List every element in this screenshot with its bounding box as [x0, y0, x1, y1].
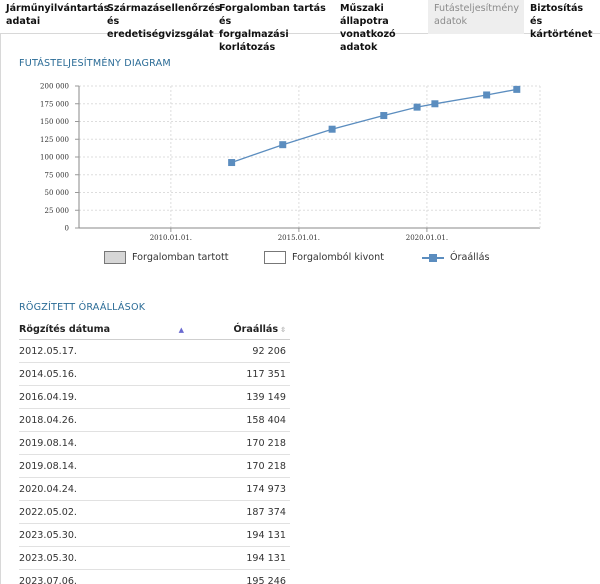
- legend-line-icon: [422, 251, 444, 264]
- tab-label: vonatkozó adatok: [340, 29, 396, 53]
- data-point: [279, 141, 287, 149]
- cell-date: 2019.08.14.: [19, 460, 77, 472]
- tab-label: Forgalomban tartás és: [219, 3, 326, 27]
- data-point: [228, 159, 236, 167]
- cell-date: 2018.04.26.: [19, 414, 77, 426]
- table-body: 2012.05.17. 92 206 2014.05.16. 117 351 2016.…: [19, 340, 290, 584]
- tab-biztositas[interactable]: Biztosítás és kártörténet: [524, 0, 600, 40]
- cell-date: 2016.04.19.: [19, 391, 77, 403]
- y-tick-label: 0: [65, 225, 69, 233]
- legend-label: Óraállás: [450, 251, 490, 263]
- tab-label: Futásteljesítmény: [434, 3, 520, 14]
- column-header-label: Óraállás: [233, 324, 279, 335]
- tab-muszaki-allapot[interactable]: Műszaki állapotra vonatkozó adatok: [334, 0, 428, 53]
- tab-label: Járműnyilvántartás: [6, 3, 110, 14]
- sort-icon: ⇳: [280, 326, 286, 334]
- table-row: 2016.04.19. 139 149: [19, 386, 290, 409]
- series-line-oraallas: [231, 88, 517, 164]
- data-point: [483, 91, 491, 99]
- legend-swatch: [104, 250, 126, 264]
- cell-mileage: 117 351: [246, 368, 286, 380]
- tab-forgalomban-tartas[interactable]: Forgalomban tartás és forgalmazási korlá…: [213, 0, 334, 53]
- y-tick-label: 200 000: [40, 83, 69, 91]
- data-point: [513, 85, 521, 93]
- y-tick-label: 75 000: [45, 171, 70, 179]
- tab-label: adatai: [6, 16, 41, 27]
- content-border: [0, 34, 1, 584]
- cell-mileage: 92 206: [252, 345, 286, 357]
- table-row: 2014.05.16. 117 351: [19, 363, 290, 386]
- cell-date: 2019.08.14.: [19, 437, 77, 449]
- cell-mileage: 158 404: [246, 414, 286, 426]
- tab-label: Műszaki állapotra: [340, 3, 389, 27]
- tab-bar: Járműnyilvántartás adatai Származásellen…: [0, 0, 600, 53]
- legend-label: Forgalomban tartott: [132, 251, 229, 263]
- column-header-date[interactable]: Rögzítés dátuma ▲: [19, 324, 184, 335]
- y-tick-label: 125 000: [40, 136, 69, 144]
- cell-mileage: 187 374: [246, 506, 286, 518]
- tab-szarmazasellenorzes[interactable]: Származásellenőrzés és eredetiségvizsgál…: [101, 0, 221, 40]
- cell-date: 2023.05.30.: [19, 552, 77, 564]
- column-header-mileage[interactable]: Óraállás ⇳: [184, 324, 290, 335]
- table-row: 2023.07.06. 195 246: [19, 570, 290, 584]
- legend-item-kivont: Forgalomból kivont: [264, 249, 384, 265]
- cell-mileage: 194 131: [246, 552, 286, 564]
- tab-label: adatok: [434, 16, 468, 27]
- chart-section-title: FUTÁSTELJESÍTMÉNY DIAGRAM: [19, 58, 171, 69]
- data-point: [413, 103, 421, 111]
- x-tick-label: 2015.01.01.: [278, 234, 320, 242]
- cell-date: 2012.05.17.: [19, 345, 77, 357]
- table-row: 2022.05.02. 187 374: [19, 501, 290, 524]
- column-header-label: Rögzítés dátuma: [19, 324, 111, 335]
- tab-label: és eredetiségvizsgálat: [107, 16, 214, 40]
- table-row: 2018.04.26. 158 404: [19, 409, 290, 432]
- tab-futasteljesitmeny[interactable]: Futásteljesítmény adatok: [428, 0, 524, 34]
- y-tick-label: 175 000: [40, 100, 69, 108]
- tab-label: Biztosítás és: [530, 3, 584, 27]
- data-point: [380, 112, 388, 120]
- mileage-chart: 200 000 175 000 150 000 125 000 100 000 75 00…: [40, 83, 541, 242]
- mileage-table: Rögzítés dátuma ▲ Óraállás ⇳ 2012.05.17. 9…: [19, 320, 290, 584]
- legend-item-oraallas: Óraállás: [422, 249, 489, 265]
- cell-mileage: 170 218: [246, 437, 286, 449]
- tab-label: forgalmazási korlátozás: [219, 29, 289, 53]
- y-tick-label: 150 000: [40, 118, 69, 126]
- cell-date: 2023.07.06.: [19, 575, 77, 584]
- tab-label: Származásellenőrzés: [107, 3, 221, 14]
- table-row: 2023.05.30. 194 131: [19, 547, 290, 570]
- data-point: [328, 125, 336, 133]
- x-tick-label: 2020.01.01.: [406, 234, 448, 242]
- cell-mileage: 139 149: [246, 391, 286, 403]
- x-tick-label: 2010.01.01.: [150, 234, 192, 242]
- tab-jarmunyilvantartas[interactable]: Járműnyilvántartás adatai: [0, 0, 110, 34]
- y-tick-label: 25 000: [45, 207, 70, 215]
- cell-date: 2022.05.02.: [19, 506, 77, 518]
- cell-mileage: 194 131: [246, 529, 286, 541]
- legend-label: Forgalomból kivont: [292, 251, 384, 263]
- table-section-title: RÖGZÍTETT ÓRAÁLLÁSOK: [19, 302, 146, 313]
- cell-date: 2023.05.30.: [19, 529, 77, 541]
- table-row: 2012.05.17. 92 206: [19, 340, 290, 363]
- table-row: 2020.04.24. 174 973: [19, 478, 290, 501]
- cell-mileage: 174 973: [246, 483, 286, 495]
- data-point: [431, 100, 439, 108]
- table-header: Rögzítés dátuma ▲ Óraállás ⇳: [19, 320, 290, 340]
- legend-item-forgalomban: Forgalomban tartott: [104, 249, 229, 265]
- table-row: 2019.08.14. 170 218: [19, 455, 290, 478]
- legend-swatch: [264, 250, 286, 264]
- y-tick-label: 50 000: [45, 189, 70, 197]
- cell-mileage: 195 246: [246, 575, 286, 584]
- cell-date: 2020.04.24.: [19, 483, 77, 495]
- table-row: 2019.08.14. 170 218: [19, 432, 290, 455]
- table-row: 2023.05.30. 194 131: [19, 524, 290, 547]
- cell-mileage: 170 218: [246, 460, 286, 472]
- y-tick-label: 100 000: [40, 154, 69, 162]
- tab-label: kártörténet: [530, 29, 593, 40]
- sort-ascending-icon: ▲: [178, 326, 184, 334]
- cell-date: 2014.05.16.: [19, 368, 77, 380]
